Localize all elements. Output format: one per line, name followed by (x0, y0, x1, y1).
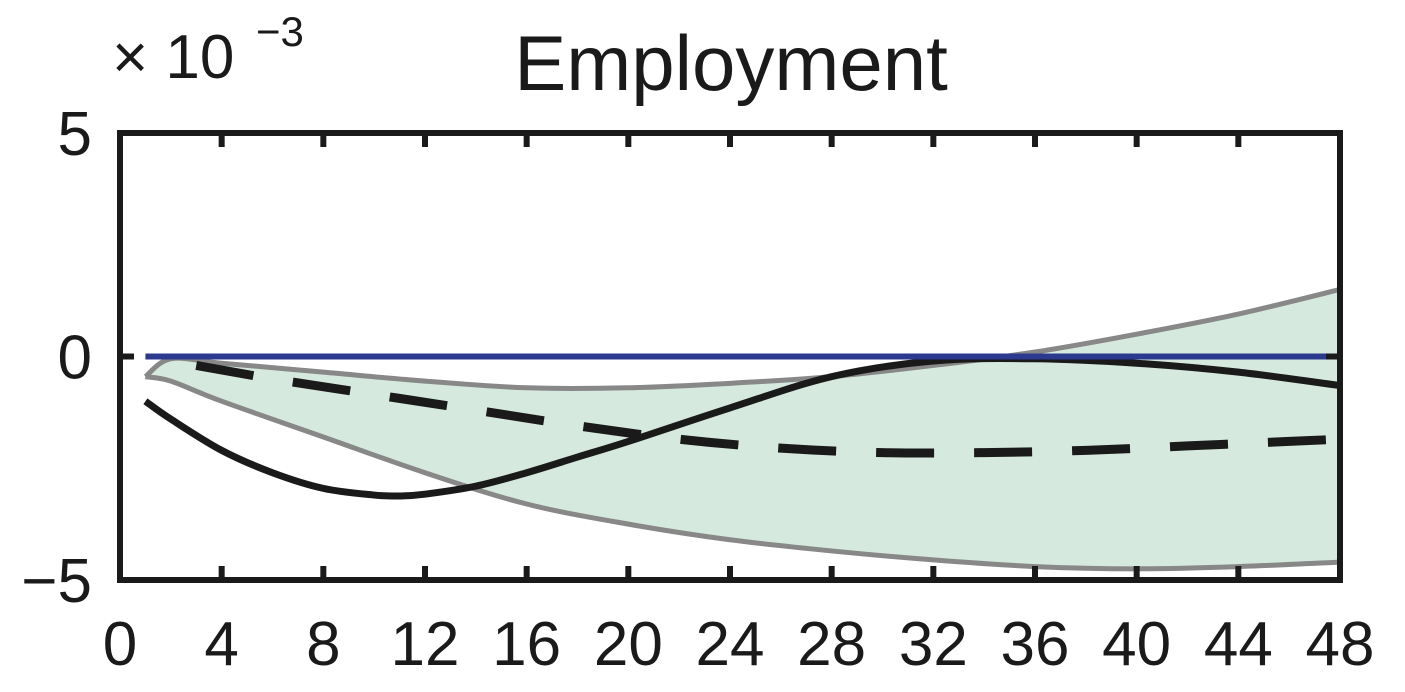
x-tick-label: 28 (797, 610, 866, 679)
chart-title: Employment (514, 19, 948, 107)
x-tick-label: 48 (1306, 610, 1375, 679)
x-tick-label: 0 (103, 610, 137, 679)
x-axis: 0 4 8 12 16 20 24 28 32 36 40 44 48 (103, 133, 1375, 679)
y-tick-label: 5 (58, 100, 92, 169)
y-tick-label: −5 (21, 547, 92, 616)
x-tick-label: 24 (696, 610, 765, 679)
series-dashed-line (195, 361, 1341, 458)
x-tick-label: 16 (492, 610, 561, 679)
x-tick-label: 20 (594, 610, 663, 679)
series-solid-line (143, 354, 1341, 500)
x-tick-label: 4 (204, 610, 238, 679)
axis-multiplier-base: × 10 (112, 23, 234, 92)
band-upper-edge (143, 287, 1341, 391)
x-tick-label: 8 (306, 610, 340, 679)
x-tick-label: 12 (391, 610, 460, 679)
y-axis: −5 0 5 (21, 100, 1340, 616)
x-tick-label: 32 (899, 610, 968, 679)
y-tick-label: 0 (58, 324, 92, 393)
axis-multiplier-exponent: −3 (256, 8, 304, 55)
x-tick-label: 40 (1102, 610, 1171, 679)
plot-area (117, 130, 1343, 583)
x-tick-label: 36 (1001, 610, 1070, 679)
x-tick-label: 44 (1204, 610, 1273, 679)
